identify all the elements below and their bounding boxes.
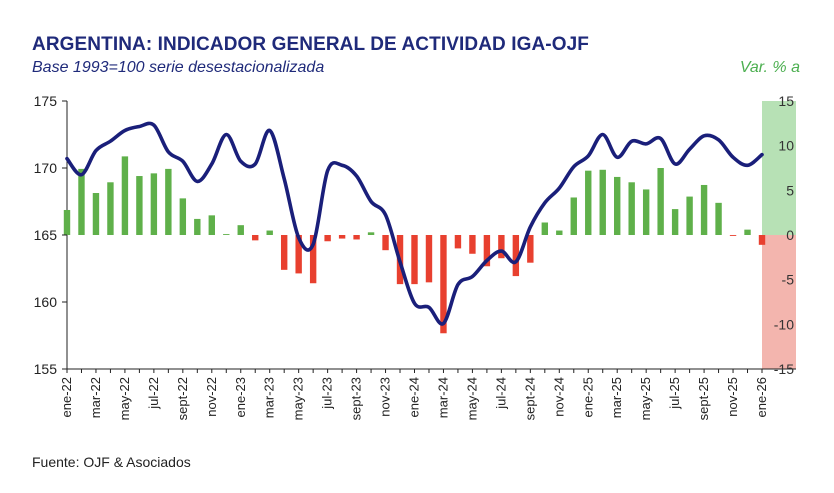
left-tick-label: 170 (34, 160, 58, 176)
bar (324, 235, 331, 242)
bar-series (63, 156, 766, 334)
x-axis: ene-22 mar-22 may-22 jul-22 sept-22 nov-22 ene… (59, 369, 769, 420)
positive-band (762, 101, 796, 235)
x-tick-label: jul-23 (320, 377, 335, 410)
x-tick-label: nov-22 (204, 377, 219, 417)
x-tick-label: sept-25 (696, 377, 711, 420)
chart-subtitle: Base 1993=100 serie desestacionalizada (32, 59, 325, 76)
bar (498, 235, 505, 259)
x-tick-label: jul-22 (146, 377, 161, 410)
bar (744, 229, 751, 235)
right-tick-label: 0 (786, 227, 794, 243)
bar (179, 198, 187, 235)
bar (729, 235, 737, 236)
right-tick-label: -10 (774, 316, 794, 332)
left-tick-label: 175 (34, 93, 58, 109)
x-tick-label: jul-25 (667, 377, 682, 410)
right-tick-label: 10 (778, 138, 794, 154)
bar (208, 215, 215, 235)
x-tick-label: mar-23 (262, 377, 277, 418)
bar (309, 235, 317, 284)
right-axis-bands (762, 101, 796, 369)
bar (411, 235, 418, 285)
right-tick-label: -15 (774, 361, 794, 377)
x-tick-label: nov-23 (378, 377, 393, 417)
bar (252, 235, 259, 241)
x-tick-label: may-24 (464, 377, 479, 420)
x-tick-label: ene-26 (754, 377, 769, 417)
bar (758, 235, 766, 245)
x-tick-label: ene-23 (233, 377, 248, 417)
bar (295, 235, 302, 274)
bar (700, 184, 708, 235)
bar (454, 235, 462, 249)
right-tick-label: -5 (782, 272, 795, 288)
bar (382, 235, 389, 251)
x-tick-label: may-25 (638, 377, 653, 420)
line-series (65, 121, 764, 326)
x-tick-label: jul-24 (493, 377, 508, 410)
source-note: Fuente: OJF & Asociados (32, 454, 191, 470)
bar (628, 182, 635, 235)
bar (338, 235, 346, 239)
right-axis-unit-label: Var. % a (739, 59, 800, 76)
x-tick-label: sept-22 (175, 377, 190, 420)
x-tick-label: may-23 (291, 377, 306, 420)
x-tick-label: ene-24 (407, 377, 422, 417)
x-tick-label: nov-25 (725, 377, 740, 417)
x-tick-label: mar-22 (88, 377, 103, 418)
x-tick-label: ene-22 (59, 377, 74, 417)
bar (469, 235, 476, 254)
negative-band (762, 235, 796, 369)
bar (599, 169, 606, 235)
bar (150, 173, 158, 235)
bar (440, 235, 447, 334)
bar (223, 234, 230, 235)
bar (194, 218, 201, 235)
bar (541, 222, 549, 235)
bar (280, 235, 288, 270)
right-axis: -15 -10 -5 0 5 10 15 (774, 93, 794, 377)
bar (614, 176, 621, 235)
left-axis: 155 160 165 170 175 (34, 93, 67, 377)
bar (92, 193, 100, 235)
left-tick-label: 155 (34, 361, 58, 377)
bar (165, 168, 172, 235)
bar (121, 156, 129, 235)
bar (266, 230, 273, 235)
left-tick-label: 165 (34, 227, 58, 243)
bar (715, 202, 722, 235)
right-tick-label: 5 (786, 182, 794, 198)
x-tick-label: mar-25 (609, 377, 624, 418)
bar (671, 209, 679, 235)
x-tick-label: mar-24 (435, 377, 450, 418)
bar (136, 176, 143, 235)
bar (237, 225, 244, 235)
bar (570, 197, 577, 235)
bar (657, 168, 664, 235)
bar (556, 230, 563, 235)
x-tick-label: sept-24 (522, 377, 537, 420)
bar (367, 232, 375, 235)
bar (78, 168, 85, 235)
x-tick-label: may-22 (117, 377, 132, 420)
bar (483, 235, 491, 267)
bar (63, 209, 71, 235)
bar (425, 235, 433, 283)
bar (642, 189, 650, 235)
x-tick-label: sept-23 (349, 377, 364, 420)
bar (107, 182, 114, 235)
chart-title: ARGENTINA: INDICADOR GENERAL DE ACTIVIDA… (32, 34, 589, 55)
x-tick-label: ene-25 (580, 377, 595, 417)
bar (527, 235, 534, 263)
right-tick-label: 15 (778, 93, 794, 109)
x-tick-label: nov-24 (551, 377, 566, 417)
bar (686, 196, 693, 235)
left-tick-label: 160 (34, 294, 58, 310)
activity-index-line (65, 121, 764, 326)
bar (585, 170, 592, 235)
bar (512, 235, 520, 277)
bar (353, 235, 360, 240)
